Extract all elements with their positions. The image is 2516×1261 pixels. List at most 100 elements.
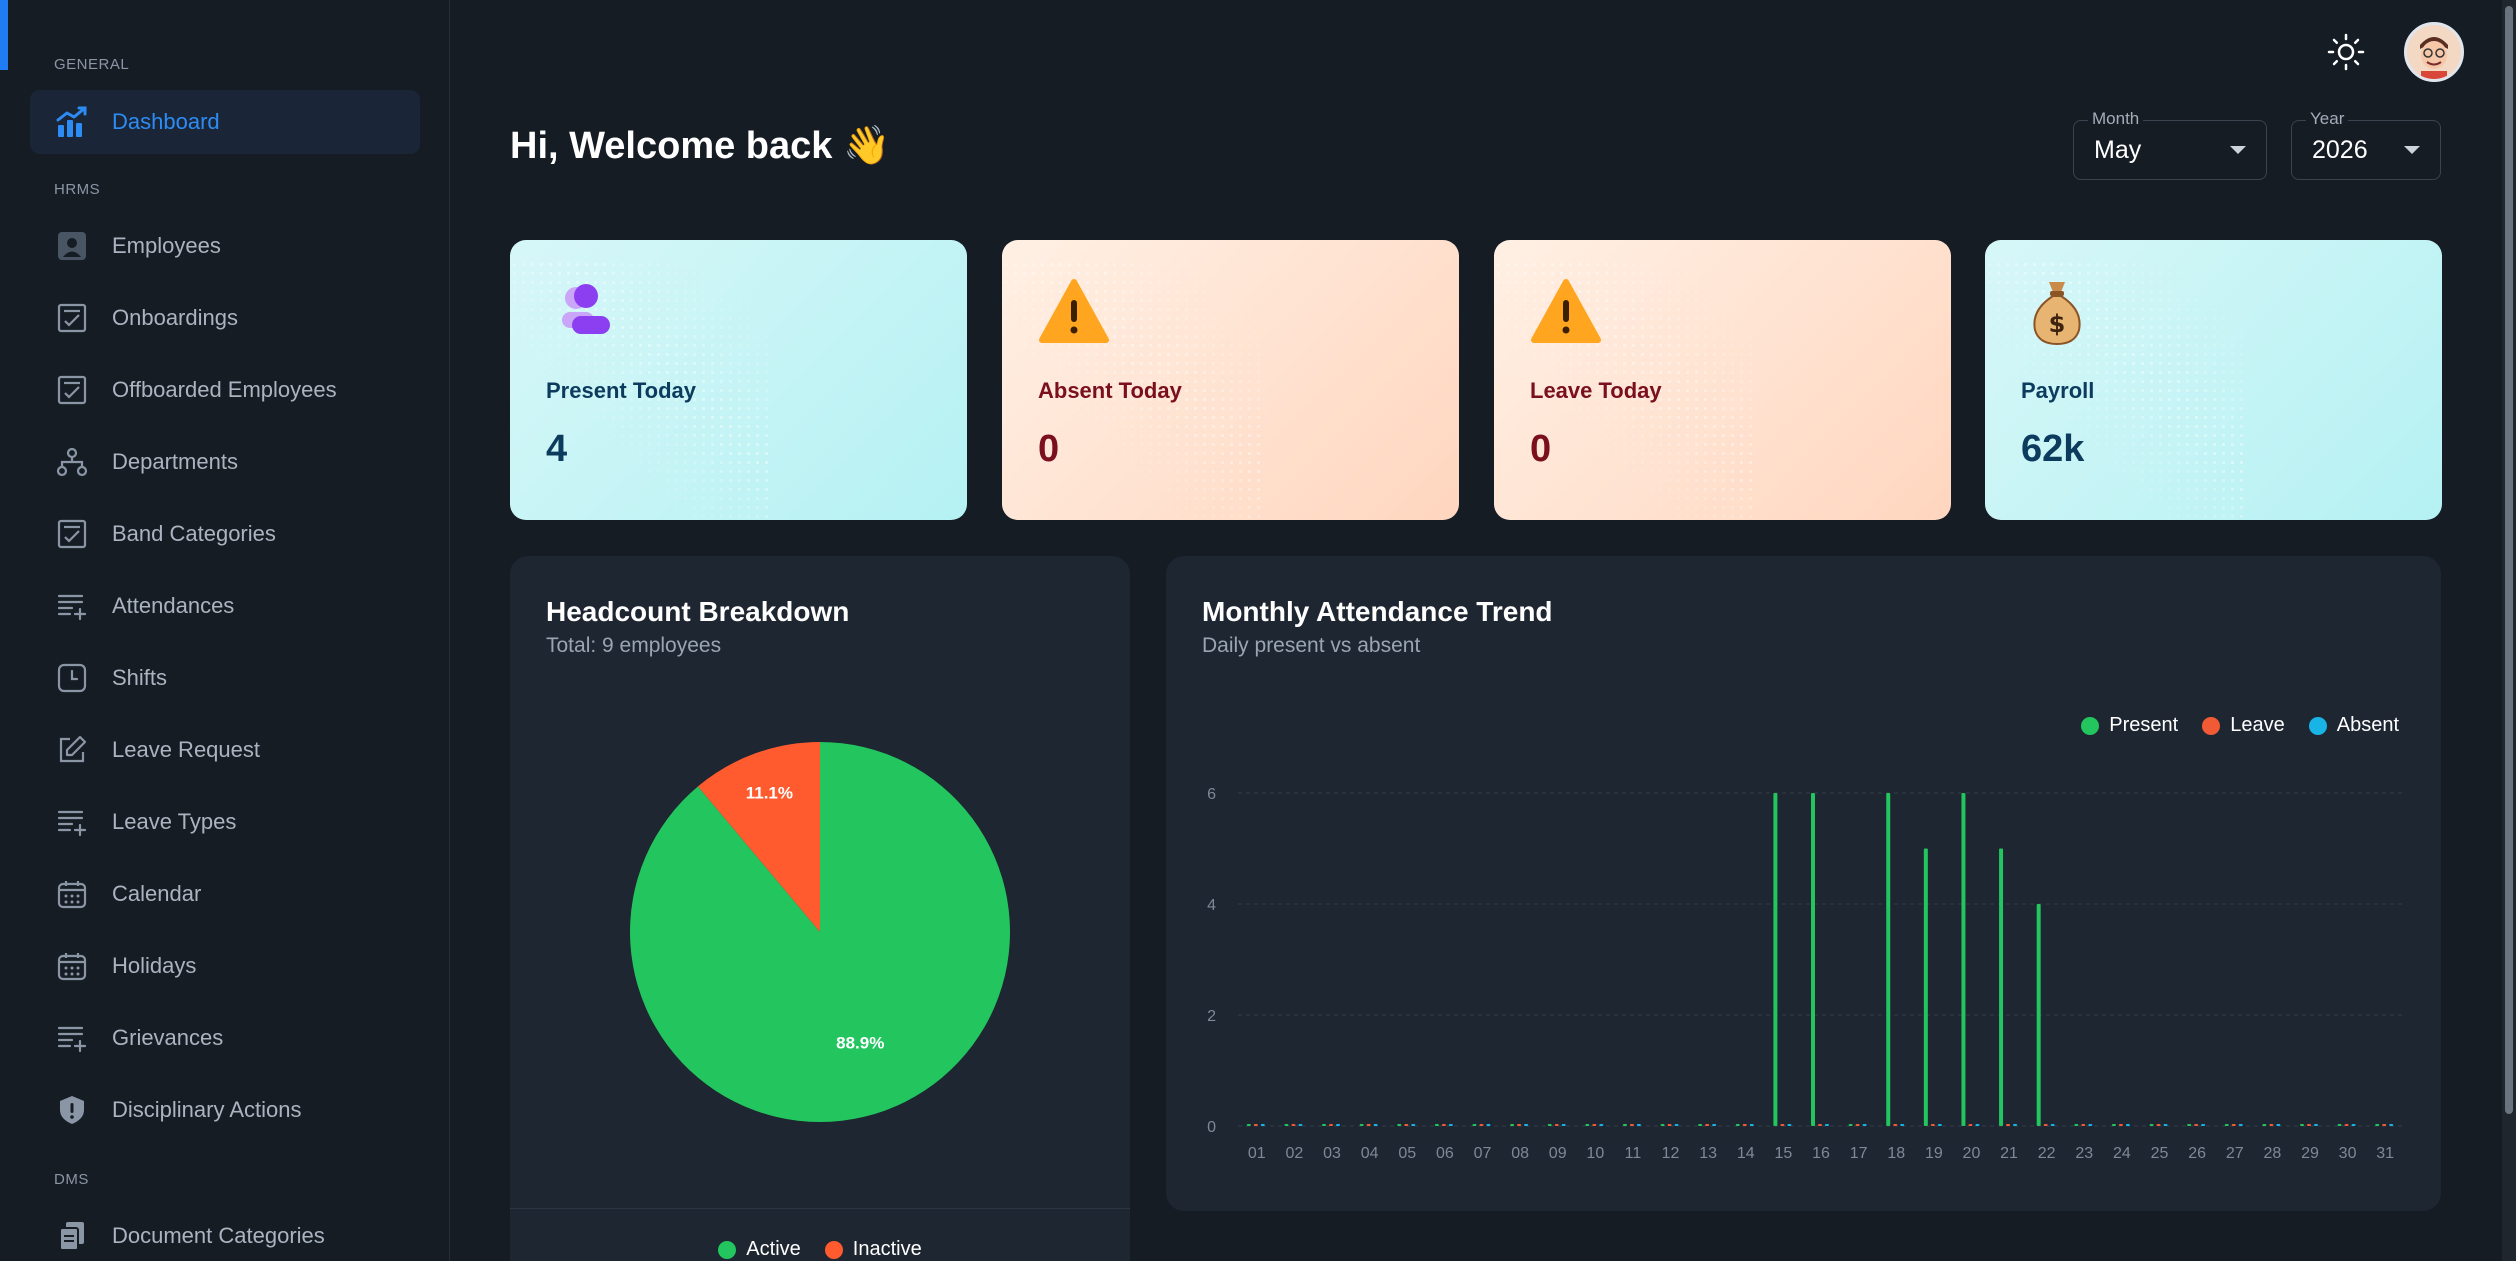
sidebar-item-offboarded-employees[interactable]: Offboarded Employees — [30, 358, 420, 422]
scrollbar-thumb[interactable] — [2505, 6, 2513, 1114]
bar-absent-26[interactable] — [2201, 1124, 2206, 1126]
bar-absent-17[interactable] — [1862, 1124, 1867, 1126]
bar-present-29[interactable] — [2299, 1124, 2304, 1126]
bar-present-25[interactable] — [2149, 1124, 2154, 1126]
sidebar-item-onboardings[interactable]: Onboardings — [30, 286, 420, 350]
bar-absent-18[interactable] — [1900, 1124, 1905, 1126]
bar-present-04[interactable] — [1359, 1124, 1364, 1126]
bar-leave-17[interactable] — [1855, 1124, 1860, 1126]
sidebar-item-document-categories[interactable]: Document Categories — [30, 1204, 420, 1261]
sidebar-item-dashboard[interactable]: Dashboard — [30, 90, 420, 154]
bar-leave-12[interactable] — [1667, 1124, 1672, 1126]
bar-present-27[interactable] — [2224, 1124, 2229, 1126]
bar-absent-13[interactable] — [1712, 1124, 1717, 1126]
pie-slice-inactive[interactable] — [697, 742, 820, 932]
bar-present-05[interactable] — [1397, 1124, 1402, 1126]
bar-present-13[interactable] — [1698, 1124, 1703, 1126]
sidebar-item-leave-types[interactable]: Leave Types — [30, 790, 420, 854]
bar-absent-28[interactable] — [2276, 1124, 2281, 1126]
legend-item-inactive[interactable]: Inactive — [824, 1238, 922, 1261]
bar-leave-05[interactable] — [1404, 1124, 1409, 1126]
sidebar-item-attendances[interactable]: Attendances — [30, 574, 420, 638]
bar-leave-11[interactable] — [1629, 1124, 1634, 1126]
year-select[interactable]: Year 2026 — [2291, 109, 2441, 180]
bar-leave-22[interactable] — [2043, 1124, 2048, 1126]
sidebar-item-employees[interactable]: Employees — [30, 214, 420, 278]
bar-leave-25[interactable] — [2156, 1124, 2161, 1126]
sidebar-item-shifts[interactable]: Shifts — [30, 646, 420, 710]
bar-absent-30[interactable] — [2351, 1124, 2356, 1126]
bar-present-09[interactable] — [1547, 1124, 1552, 1126]
bar-absent-12[interactable] — [1674, 1124, 1679, 1126]
bar-leave-30[interactable] — [2344, 1124, 2349, 1126]
bar-present-08[interactable] — [1510, 1124, 1515, 1126]
bar-absent-29[interactable] — [2313, 1124, 2318, 1126]
legend-item-leave[interactable]: Leave — [2202, 714, 2285, 737]
bar-leave-13[interactable] — [1705, 1124, 1710, 1126]
bar-present-03[interactable] — [1322, 1124, 1327, 1126]
sidebar-item-band-categories[interactable]: Band Categories — [30, 502, 420, 566]
sidebar-item-calendar[interactable]: Calendar — [30, 862, 420, 926]
bar-leave-21[interactable] — [2006, 1124, 2011, 1126]
bar-leave-24[interactable] — [2118, 1124, 2123, 1126]
bar-absent-01[interactable] — [1260, 1124, 1265, 1126]
bar-absent-04[interactable] — [1373, 1124, 1378, 1126]
bar-leave-01[interactable] — [1253, 1124, 1258, 1126]
bar-absent-10[interactable] — [1599, 1124, 1604, 1126]
bar-present-16[interactable] — [1811, 793, 1815, 1126]
bar-present-02[interactable] — [1284, 1124, 1289, 1126]
bar-absent-03[interactable] — [1336, 1124, 1341, 1126]
bar-present-30[interactable] — [2337, 1124, 2342, 1126]
sidebar-item-grievances[interactable]: Grievances — [30, 1006, 420, 1070]
bar-leave-31[interactable] — [2382, 1124, 2387, 1126]
legend-item-present[interactable]: Present — [2081, 714, 2178, 737]
bar-leave-27[interactable] — [2231, 1124, 2236, 1126]
bar-leave-14[interactable] — [1742, 1124, 1747, 1126]
bar-absent-19[interactable] — [1937, 1124, 1942, 1126]
bar-absent-15[interactable] — [1787, 1124, 1792, 1126]
bar-absent-06[interactable] — [1448, 1124, 1453, 1126]
bar-absent-08[interactable] — [1524, 1124, 1529, 1126]
bar-absent-24[interactable] — [2125, 1124, 2130, 1126]
bar-absent-11[interactable] — [1636, 1124, 1641, 1126]
page-scrollbar[interactable] — [2502, 0, 2516, 1261]
sidebar-item-departments[interactable]: Departments — [30, 430, 420, 494]
bar-absent-22[interactable] — [2050, 1124, 2055, 1126]
bar-leave-23[interactable] — [2081, 1124, 2086, 1126]
bar-leave-03[interactable] — [1329, 1124, 1334, 1126]
bar-present-01[interactable] — [1246, 1124, 1251, 1126]
bar-absent-31[interactable] — [2389, 1124, 2394, 1126]
bar-leave-09[interactable] — [1554, 1124, 1559, 1126]
bar-present-21[interactable] — [1999, 848, 2004, 1127]
bar-absent-23[interactable] — [2088, 1124, 2093, 1126]
bar-leave-16[interactable] — [1818, 1124, 1822, 1126]
bar-leave-29[interactable] — [2306, 1124, 2311, 1126]
legend-item-active[interactable]: Active — [718, 1238, 801, 1261]
bar-leave-10[interactable] — [1592, 1124, 1597, 1126]
bar-leave-26[interactable] — [2194, 1124, 2199, 1126]
bar-present-18[interactable] — [1886, 793, 1891, 1126]
theme-toggle-button[interactable] — [2324, 30, 2368, 74]
bar-present-17[interactable] — [1848, 1124, 1853, 1126]
sidebar-item-disciplinary-actions[interactable]: Disciplinary Actions — [30, 1078, 420, 1142]
bar-leave-04[interactable] — [1366, 1124, 1371, 1126]
bar-absent-21[interactable] — [2013, 1124, 2018, 1126]
bar-leave-18[interactable] — [1893, 1124, 1898, 1126]
bar-leave-02[interactable] — [1291, 1124, 1296, 1126]
month-select[interactable]: Month May — [2073, 109, 2267, 180]
bar-present-22[interactable] — [2036, 904, 2041, 1126]
bar-absent-02[interactable] — [1298, 1124, 1303, 1126]
bar-present-26[interactable] — [2187, 1124, 2192, 1126]
bar-present-11[interactable] — [1622, 1124, 1627, 1126]
bar-present-12[interactable] — [1660, 1124, 1665, 1126]
bar-present-06[interactable] — [1434, 1124, 1439, 1126]
bar-absent-09[interactable] — [1561, 1124, 1566, 1126]
bar-leave-08[interactable] — [1517, 1124, 1522, 1126]
bar-present-19[interactable] — [1923, 848, 1928, 1127]
bar-leave-06[interactable] — [1441, 1124, 1446, 1126]
avatar[interactable] — [2404, 22, 2464, 82]
bar-present-28[interactable] — [2262, 1124, 2267, 1126]
bar-present-10[interactable] — [1585, 1124, 1590, 1126]
bar-present-15[interactable] — [1773, 793, 1778, 1126]
sidebar-item-holidays[interactable]: Holidays — [30, 934, 420, 998]
